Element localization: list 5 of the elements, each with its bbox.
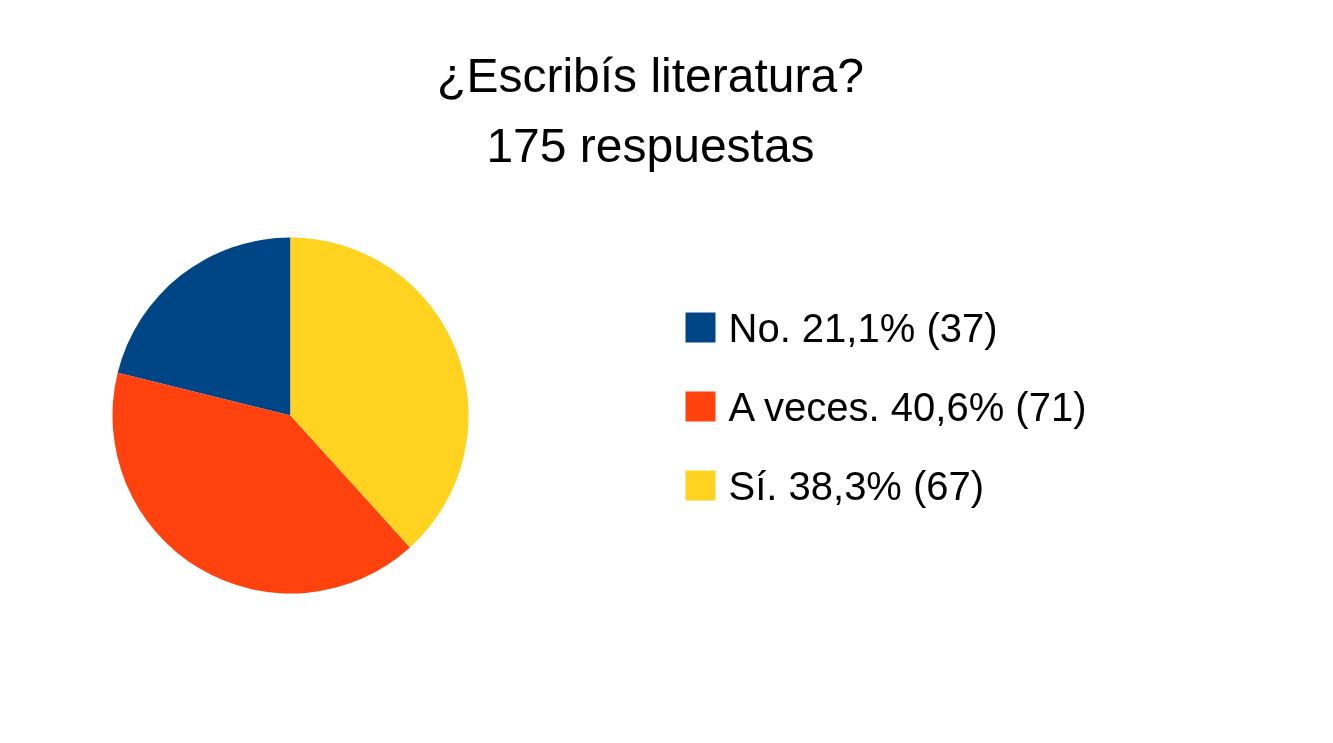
legend-label: No. 21,1% (37) — [728, 305, 998, 350]
chart-subtitle: 175 respuestas — [486, 119, 815, 172]
chart-title: ¿Escribís literatura? — [437, 49, 864, 102]
legend-label: A veces. 40,6% (71) — [728, 384, 1087, 429]
legend-label: Sí. 38,3% (67) — [728, 463, 985, 508]
